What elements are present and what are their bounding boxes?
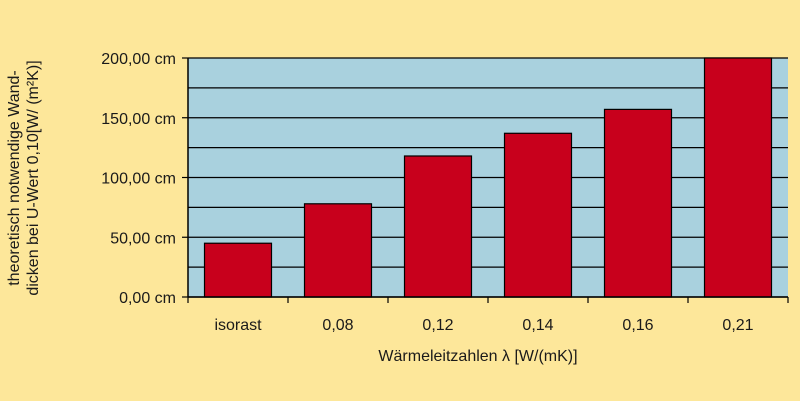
bar-4 — [603, 108, 673, 298]
y-tick-labels: 0,00 cm 50,00 cm 100,00 cm 150,00 cm 200,00 … — [101, 51, 176, 307]
y-axis-title-line-1: theoretisch notwendige Wand- — [6, 70, 23, 286]
x-tick-labels: isorast 0,08 0,12 0,14 0,16 0,21 — [214, 317, 753, 334]
bar-0 — [203, 242, 273, 298]
x-tick-label: 0,16 — [622, 317, 653, 334]
bar-1 — [303, 203, 373, 298]
y-axis-title: theoretisch notwendige Wand- dicken bei … — [6, 60, 42, 295]
y-axis-title-line-2: dicken bei U-Wert 0,10[W/ (m²K)] — [25, 60, 42, 295]
bar-5 — [703, 57, 773, 298]
bar-2 — [403, 155, 473, 298]
y-tick-label: 100,00 cm — [101, 171, 176, 188]
y-tick-label: 0,00 cm — [119, 290, 176, 307]
bars — [203, 57, 773, 298]
x-tick-label: 0,12 — [422, 317, 453, 334]
x-tick-label: 0,21 — [722, 317, 753, 334]
x-tick-label: 0,14 — [522, 317, 553, 334]
x-tick-label: isorast — [214, 317, 262, 334]
x-axis-title: Wärmeleitzahlen λ [W/(mK)] — [378, 348, 577, 365]
x-tick-label: 0,08 — [322, 317, 353, 334]
y-tick-label: 200,00 cm — [101, 51, 176, 68]
y-tick-label: 50,00 cm — [110, 230, 176, 247]
y-tick-label: 150,00 cm — [101, 111, 176, 128]
axes — [182, 57, 789, 303]
bar-3 — [503, 132, 573, 298]
